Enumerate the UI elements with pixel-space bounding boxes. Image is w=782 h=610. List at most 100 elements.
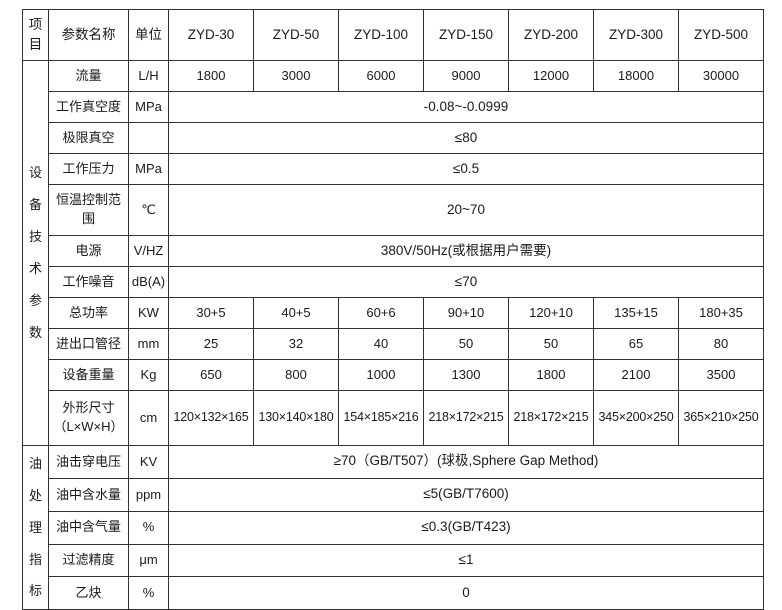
table-row: 进出口管径 mm 25 32 40 50 50 65 80 — [23, 328, 764, 360]
value-cell: 218×172×215 — [508, 390, 594, 446]
value-cell: 1800 — [168, 60, 254, 92]
param-name: 进出口管径 — [48, 328, 129, 360]
table-row: 极限真空 ≤80 — [23, 122, 764, 154]
value-cell: 12000 — [508, 60, 594, 92]
value-cell-merged: ≤1 — [168, 543, 764, 578]
value-cell: 120×132×165 — [168, 390, 254, 446]
value-cell: 650 — [168, 359, 254, 391]
value-cell: 345×200×250 — [593, 390, 679, 446]
param-unit — [128, 122, 169, 154]
group-equipment-char3: 技 — [28, 229, 42, 245]
value-cell-merged: -0.08~-0.0999 — [168, 91, 764, 123]
param-name: 工作真空度 — [48, 91, 129, 123]
param-unit: mm — [128, 328, 169, 360]
value-cell: 50 — [423, 328, 509, 360]
param-name: 总功率 — [48, 297, 129, 329]
value-cell-merged: 20~70 — [168, 184, 764, 236]
value-cell: 40 — [338, 328, 424, 360]
param-unit: cm — [128, 390, 169, 446]
value-cell: 9000 — [423, 60, 509, 92]
header-group-label-char1: 项 — [28, 16, 43, 32]
table-row: 工作压力 MPa ≤0.5 — [23, 153, 764, 185]
value-cell: 120+10 — [508, 297, 594, 329]
param-name-line1: 外形尺寸 — [62, 400, 115, 416]
value-cell: 40+5 — [253, 297, 339, 329]
specification-table: 项 目 参数名称 单位 ZYD-30 ZYD-50 ZYD-100 ZYD-15… — [22, 9, 764, 610]
param-unit: ℃ — [128, 184, 169, 236]
header-param-name: 参数名称 — [48, 9, 129, 61]
value-cell: 130×140×180 — [253, 390, 339, 446]
table-row: 油中含气量 % ≤0.3(GB/T423) — [23, 510, 764, 545]
group-oil-char4: 指 — [28, 551, 42, 567]
table-row: 工作噪音 dB(A) ≤70 — [23, 266, 764, 298]
value-cell: 1800 — [508, 359, 594, 391]
group-oil-char3: 理 — [28, 519, 42, 535]
param-unit: Kg — [128, 359, 169, 391]
value-cell-merged: ≤70 — [168, 266, 764, 298]
value-cell-merged: ≤0.3(GB/T423) — [168, 510, 764, 545]
param-unit: KW — [128, 297, 169, 329]
table-header-row: 项 目 参数名称 单位 ZYD-30 ZYD-50 ZYD-100 ZYD-15… — [22, 9, 764, 61]
value-cell: 1000 — [338, 359, 424, 391]
table-row: 设备重量 Kg 650 800 1000 1300 1800 2100 3500 — [23, 359, 764, 391]
group-equipment-char2: 备 — [28, 197, 42, 213]
value-cell: 2100 — [593, 359, 679, 391]
value-cell: 50 — [508, 328, 594, 360]
value-cell: 800 — [253, 359, 339, 391]
value-cell: 18000 — [593, 60, 679, 92]
table-row: 设 备 技 术 参 数 流量 L/H 1800 3000 6000 9000 1… — [22, 60, 764, 446]
header-group-label-char2: 目 — [28, 37, 43, 52]
param-name-line2: （L×W×H） — [53, 419, 124, 434]
value-cell-merged: ≤0.5 — [168, 153, 764, 185]
value-cell: 32 — [253, 328, 339, 360]
value-cell: 30000 — [678, 60, 764, 92]
spec-table-container: 项 目 参数名称 单位 ZYD-30 ZYD-50 ZYD-100 ZYD-15… — [22, 9, 764, 610]
header-model-zyd-100: ZYD-100 — [338, 9, 424, 61]
table-row: 电源 V/HZ 380V/50Hz(或根据用户需要) — [23, 235, 764, 267]
value-cell: 135+15 — [593, 297, 679, 329]
param-unit: MPa — [128, 91, 169, 123]
value-cell: 3500 — [678, 359, 764, 391]
group-oil-char1: 油 — [28, 456, 42, 471]
param-name: 过滤精度 — [48, 543, 129, 578]
param-unit: ppm — [128, 477, 169, 512]
value-cell-merged: ≤5(GB/T7600) — [168, 477, 764, 512]
value-cell: 60+6 — [338, 297, 424, 329]
table-row: 油中含水量 ppm ≤5(GB/T7600) — [23, 477, 764, 512]
param-unit: V/HZ — [128, 235, 169, 267]
value-cell: 1300 — [423, 359, 509, 391]
header-model-zyd-50: ZYD-50 — [253, 9, 339, 61]
table-row: 总功率 KW 30+5 40+5 60+6 90+10 120+10 135+1… — [23, 297, 764, 329]
value-cell-merged: ≥70（GB/T507）(球极,Sphere Gap Method) — [168, 445, 764, 479]
group-equipment-char4: 术 — [28, 261, 42, 276]
param-name: 恒温控制范围 — [48, 184, 129, 236]
value-cell-merged: ≤80 — [168, 122, 764, 154]
value-cell: 30+5 — [168, 297, 254, 329]
param-unit: MPa — [128, 153, 169, 185]
header-model-zyd-300: ZYD-300 — [593, 9, 679, 61]
param-name: 极限真空 — [48, 122, 129, 154]
table-row: 恒温控制范围 ℃ 20~70 — [23, 184, 764, 236]
header-model-zyd-500: ZYD-500 — [678, 9, 764, 61]
param-name: 油中含气量 — [48, 510, 129, 545]
header-group-label-cell: 项 目 — [22, 9, 49, 61]
param-name: 乙炔 — [48, 576, 129, 610]
param-unit: L/H — [128, 60, 169, 92]
param-unit: μm — [128, 543, 169, 578]
param-name: 油中含水量 — [48, 477, 129, 512]
param-name: 流量 — [48, 60, 129, 92]
group-label-oil: 油 处 理 指 标 — [22, 444, 49, 610]
group-oil-char5: 标 — [28, 583, 42, 599]
header-model-zyd-200: ZYD-200 — [508, 9, 594, 61]
table-row: 外形尺寸 （L×W×H） cm 120×132×165 130×140×180 … — [23, 390, 764, 446]
group-oil-char2: 处 — [28, 487, 42, 503]
group-equipment-char6: 数 — [28, 324, 42, 340]
group-equipment-char1: 设 — [28, 165, 42, 181]
value-cell: 154×185×216 — [338, 390, 424, 446]
value-cell: 3000 — [253, 60, 339, 92]
table-row: 油 处 理 指 标 油击穿电压 KV ≥70（GB/T507）(球极,Spher… — [22, 444, 764, 610]
header-unit: 单位 — [128, 9, 169, 61]
param-unit: % — [128, 510, 169, 545]
table-row: 乙炔 % 0 — [23, 576, 764, 610]
param-unit: % — [128, 576, 169, 610]
